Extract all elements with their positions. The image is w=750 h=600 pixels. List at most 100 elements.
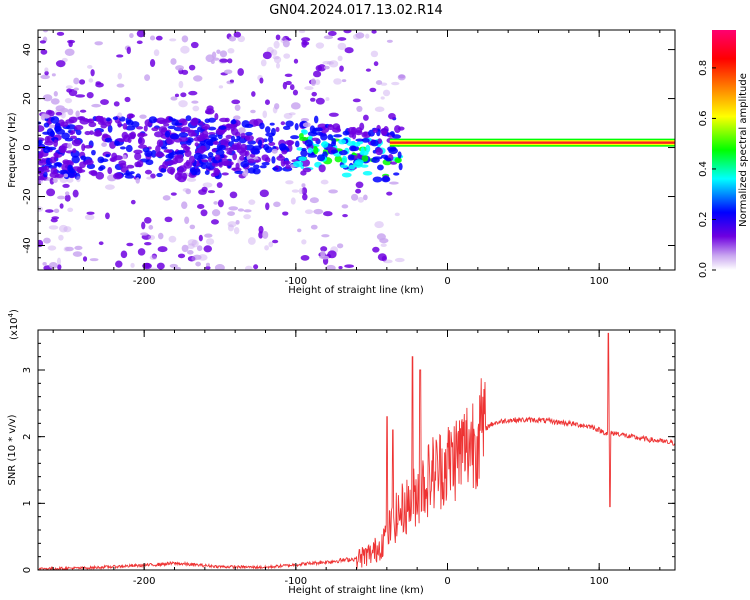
spectrogram-cell (338, 139, 347, 145)
spectrogram-cell (375, 147, 383, 156)
spectrogram-cell (315, 65, 323, 72)
spectrogram-cell (145, 159, 154, 166)
spectrogram-cell (64, 137, 74, 142)
spectrogram-cell (270, 127, 276, 136)
spectrogram-cell (285, 80, 292, 86)
spectrogram-cell (43, 30, 49, 33)
spectrogram-cell (354, 159, 364, 165)
spectrogram-cell (265, 126, 271, 134)
spectrogram-cell (214, 154, 221, 161)
spectrogram-cell (227, 221, 237, 228)
spectrogram-cell (233, 115, 241, 120)
spectrogram-cell (362, 171, 373, 176)
spectrogram-ytick-label: -20 (22, 188, 33, 204)
spectrogram-cell (300, 117, 310, 122)
spectrogram-cell (242, 171, 249, 177)
colorbar-tick-label: 0.4 (698, 161, 709, 177)
spectrogram-cell (212, 141, 220, 146)
spectrogram-cell (355, 32, 365, 39)
spectrogram-cell (95, 171, 105, 180)
spectrogram-cell (213, 201, 219, 205)
spectrogram-cell (164, 130, 171, 138)
spectrogram-cell (98, 166, 104, 172)
spectrogram-cell (237, 68, 244, 76)
spectrogram-cell (165, 149, 173, 154)
spectrogram-cell (292, 89, 299, 96)
spectrogram-cell (176, 149, 186, 154)
spectrogram-cell (151, 127, 159, 132)
spectrogram-cell (205, 265, 211, 270)
spectrogram-cell (284, 139, 295, 146)
spectrogram-cell (86, 64, 93, 69)
spectrogram-cell (112, 116, 119, 121)
spectrogram-cell (40, 49, 48, 55)
svg-text:(x104): (x104) (7, 309, 20, 340)
spectrogram-cell (107, 125, 113, 133)
spectrogram-cell (205, 110, 212, 115)
spectrogram-cell (290, 197, 296, 205)
spectrogram-cell (168, 116, 174, 121)
spectrogram-cell (78, 79, 86, 85)
spectrogram-cell (151, 253, 157, 259)
snr-ytick-label: 1 (22, 500, 33, 506)
spectrogram-cell (84, 130, 91, 136)
spectrogram-cell (116, 83, 125, 88)
spectrogram-cell (177, 253, 186, 259)
spectrogram-cell (63, 246, 70, 252)
spectrogram-cell (269, 122, 275, 126)
spectrogram-cell (320, 179, 329, 185)
spectrogram-cell (298, 30, 306, 34)
spectrogram-cell (333, 134, 342, 138)
spectrogram-cell (88, 78, 94, 83)
spectrogram-cell (95, 82, 104, 88)
spectrogram-cell (317, 154, 326, 162)
spectrogram-cell (191, 117, 199, 125)
spectrogram-cell (194, 142, 199, 147)
spectrogram-cell (193, 75, 203, 82)
spectrogram-cell (60, 121, 69, 128)
spectrogram-cell (72, 189, 79, 198)
spectrogram-cell (382, 89, 391, 97)
spectrogram-cell (56, 31, 65, 36)
spectrogram-cell (355, 138, 364, 142)
spectrogram-cell (372, 128, 378, 133)
spectrogram-cell (68, 116, 78, 124)
spectrogram-cell (356, 105, 363, 113)
spectrogram-cell (93, 130, 103, 137)
spectrogram-cell (155, 35, 163, 41)
spectrogram-cell (203, 245, 213, 253)
spectrogram-cell (82, 256, 88, 262)
spectrogram-cell (67, 164, 73, 173)
spectrogram-cell (105, 117, 111, 122)
spectrogram-cell (291, 189, 300, 193)
spectrogram-cell (117, 72, 123, 80)
carrier-band-core (389, 141, 675, 144)
spectrogram-cell (124, 174, 135, 179)
spectrogram-cell (207, 126, 217, 131)
colorbar-ticks: 0.0 0.2 0.4 0.6 0.8 (698, 60, 716, 278)
spectrogram-cell (135, 177, 140, 184)
spectrogram-cell (341, 204, 349, 209)
spectrogram-cell (320, 250, 326, 258)
spectrogram-cell (178, 132, 189, 138)
spectrogram-cell (144, 150, 153, 158)
spectrogram-cell (244, 265, 253, 270)
spectrogram-cell (342, 130, 350, 136)
spectrogram-cell (253, 164, 260, 169)
spectrogram-cell (68, 89, 78, 97)
spectrogram-cell (227, 211, 235, 217)
spectrogram-cell (200, 209, 208, 217)
spectrogram-cell (136, 30, 146, 38)
spectrogram-cell (283, 112, 293, 119)
spectrogram-cell (372, 246, 380, 253)
spectrogram-cell (244, 123, 254, 128)
spectrogram-cell (180, 127, 186, 134)
spectrogram-cell (374, 106, 385, 112)
spectrogram-xtick-label: -200 (133, 276, 156, 287)
spectrogram-cell (262, 51, 272, 60)
spectrogram-cell (359, 150, 369, 156)
spectrogram-cell (397, 151, 402, 159)
spectrogram-cell (151, 150, 157, 158)
spectrogram-cell (240, 161, 249, 168)
